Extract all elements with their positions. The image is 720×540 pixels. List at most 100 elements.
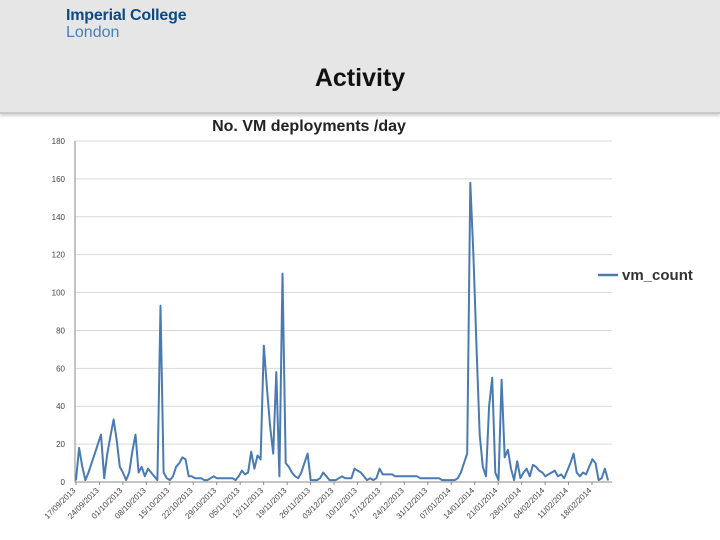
data-point	[244, 473, 246, 476]
data-point	[529, 475, 531, 477]
data-point	[269, 424, 271, 426]
data-point	[538, 470, 540, 472]
data-point	[322, 471, 324, 474]
data-point	[378, 468, 381, 470]
data-point	[247, 471, 249, 474]
data-point	[504, 456, 506, 458]
x-axis-ticks: 17/09/201324/09/201301/10/201308/10/2013…	[43, 482, 594, 521]
data-point	[141, 466, 143, 468]
series-vm_count	[75, 181, 609, 482]
data-point	[303, 462, 306, 464]
data-point	[535, 466, 537, 468]
data-point	[150, 471, 152, 474]
y-tick-label-0: 0	[61, 478, 66, 487]
data-point	[341, 475, 343, 477]
data-point	[335, 479, 337, 481]
data-point	[497, 479, 500, 481]
data-point	[385, 473, 387, 476]
data-point	[178, 462, 180, 464]
data-point	[419, 477, 421, 479]
data-point	[588, 466, 590, 468]
data-point	[582, 471, 584, 474]
data-point	[338, 477, 340, 479]
data-point	[372, 479, 374, 481]
data-point	[328, 479, 331, 481]
data-point	[516, 460, 518, 462]
data-point	[313, 479, 315, 481]
data-point	[551, 471, 553, 474]
data-point	[375, 477, 378, 479]
data-point	[213, 475, 215, 477]
data-point	[491, 377, 493, 379]
data-point	[112, 418, 115, 421]
data-point	[541, 471, 543, 474]
data-point	[131, 451, 133, 453]
data-point	[394, 475, 396, 477]
data-point	[472, 254, 475, 256]
data-point	[357, 470, 359, 472]
data-point	[422, 477, 424, 479]
chart-title: No. VM deployments /day	[212, 118, 406, 135]
slide-title: Activity	[314, 64, 406, 92]
data-point	[116, 439, 118, 441]
data-point	[250, 451, 252, 453]
data-point	[166, 477, 168, 479]
data-point	[441, 479, 443, 481]
data-point	[297, 477, 299, 479]
data-point	[604, 468, 606, 470]
y-tick-label-140: 140	[52, 213, 66, 222]
data-point	[463, 462, 465, 464]
data-point	[450, 479, 453, 481]
chart-legend: vm_count	[598, 267, 693, 284]
data-point	[209, 477, 212, 479]
data-point	[294, 475, 296, 477]
data-point	[306, 452, 309, 455]
data-point	[566, 470, 568, 472]
data-point	[153, 475, 155, 477]
data-point	[438, 477, 440, 479]
data-point	[175, 466, 177, 468]
data-point	[228, 477, 230, 479]
data-point	[507, 449, 509, 451]
data-point	[97, 443, 99, 445]
data-point	[184, 458, 187, 460]
data-point	[222, 477, 224, 479]
data-point	[563, 477, 565, 479]
data-point	[144, 475, 146, 477]
university-logo: Imperial College London	[66, 8, 187, 41]
data-point	[159, 305, 162, 307]
logo-text-line2: London	[66, 24, 120, 41]
data-point	[598, 479, 600, 481]
data-point	[585, 473, 587, 476]
data-point	[109, 435, 112, 438]
data-point	[300, 471, 302, 474]
data-point	[494, 471, 496, 474]
data-point	[134, 434, 137, 436]
data-point	[466, 452, 468, 455]
data-point	[216, 477, 218, 479]
data-point	[522, 471, 525, 474]
data-point	[181, 456, 183, 458]
data-point	[554, 470, 556, 472]
data-point	[457, 477, 459, 479]
data-point	[479, 434, 481, 436]
y-tick-label-180: 180	[52, 137, 66, 146]
data-point	[256, 454, 259, 457]
data-point	[366, 479, 368, 481]
data-point	[360, 471, 362, 474]
data-point	[163, 471, 165, 474]
data-point	[235, 479, 237, 481]
data-point	[547, 473, 550, 476]
data-point	[591, 458, 593, 460]
data-point	[288, 466, 290, 468]
data-point	[87, 471, 90, 474]
data-point	[363, 475, 365, 477]
data-point	[319, 477, 321, 479]
data-point	[382, 473, 384, 476]
data-point	[106, 452, 108, 455]
data-point	[156, 479, 158, 481]
data-point	[432, 477, 434, 479]
data-point	[579, 475, 581, 477]
y-tick-label-100: 100	[52, 289, 66, 298]
data-point	[200, 477, 202, 479]
